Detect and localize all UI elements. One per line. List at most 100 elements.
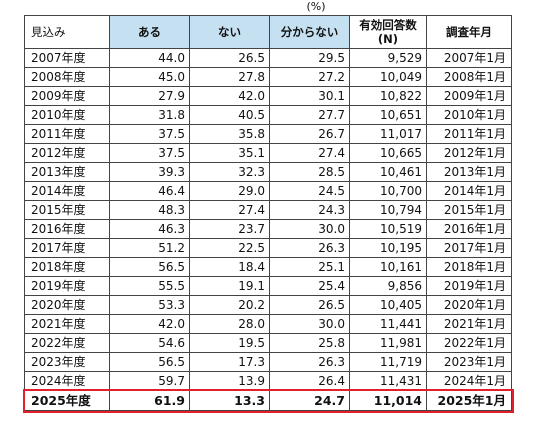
no-cell: 42.0: [189, 86, 270, 106]
survey-date-cell: 2019年1月: [426, 276, 512, 296]
yes-cell: 46.4: [109, 181, 190, 201]
survey-date-cell: 2018年1月: [426, 257, 512, 277]
responses-cell: 11,441: [349, 314, 427, 334]
yes-cell: 45.0: [109, 67, 190, 87]
yes-cell: 46.3: [109, 219, 190, 239]
data-table: 見込み ある ない 分からない 有効回答数 (N) 調査年月 2007年度 44.0 26.5 2…: [24, 15, 512, 411]
no-cell: 26.5: [189, 48, 270, 68]
table-row: 2024年度 59.7 13.9 26.4 11,431 2024年1月: [24, 371, 512, 391]
responses-cell: 10,794: [349, 200, 427, 220]
unknown-cell: 26.3: [269, 238, 350, 258]
table-row: 2022年度 54.6 19.5 25.8 11,981 2022年1月: [24, 333, 512, 353]
header-survey-date: 調査年月: [426, 15, 512, 49]
survey-date-cell: 2025年1月: [426, 390, 512, 411]
year-cell: 2014年度: [24, 181, 110, 201]
responses-cell: 11,981: [349, 333, 427, 353]
unknown-cell: 26.5: [269, 295, 350, 315]
yes-cell: 61.9: [109, 390, 190, 411]
year-cell: 2023年度: [24, 352, 110, 372]
unknown-cell: 30.0: [269, 314, 350, 334]
header-no: ない: [189, 15, 270, 49]
survey-date-cell: 2009年1月: [426, 86, 512, 106]
table-row: 2023年度 56.5 17.3 26.3 11,719 2023年1月: [24, 352, 512, 372]
year-cell: 2013年度: [24, 162, 110, 182]
yes-cell: 42.0: [109, 314, 190, 334]
table-row: 2013年度 39.3 32.3 28.5 10,461 2013年1月: [24, 162, 512, 182]
no-cell: 27.8: [189, 67, 270, 87]
table-row: 2007年度 44.0 26.5 29.5 9,529 2007年1月: [24, 48, 512, 68]
year-cell: 2012年度: [24, 143, 110, 163]
responses-cell: 9,529: [349, 48, 427, 68]
table-row: 2016年度 46.3 23.7 30.0 10,519 2016年1月: [24, 219, 512, 239]
header-row: 見込み ある ない 分からない 有効回答数 (N) 調査年月: [24, 15, 512, 49]
unknown-cell: 29.5: [269, 48, 350, 68]
responses-cell: 11,719: [349, 352, 427, 372]
table-row: 2009年度 27.9 42.0 30.1 10,822 2009年1月: [24, 86, 512, 106]
survey-date-cell: 2024年1月: [426, 371, 512, 391]
yes-cell: 54.6: [109, 333, 190, 353]
no-cell: 32.3: [189, 162, 270, 182]
unit-label: (%): [306, 0, 326, 13]
survey-date-cell: 2017年1月: [426, 238, 512, 258]
table-body: 2007年度 44.0 26.5 29.5 9,529 2007年1月 2008年度 45.0…: [24, 48, 512, 411]
year-cell: 2016年度: [24, 219, 110, 239]
survey-date-cell: 2015年1月: [426, 200, 512, 220]
unknown-cell: 27.2: [269, 67, 350, 87]
yes-cell: 31.8: [109, 105, 190, 125]
table-row: 2011年度 37.5 35.8 26.7 11,017 2011年1月: [24, 124, 512, 144]
survey-date-cell: 2012年1月: [426, 143, 512, 163]
table-row: 2010年度 31.8 40.5 27.7 10,651 2010年1月: [24, 105, 512, 125]
year-cell: 2022年度: [24, 333, 110, 353]
survey-date-cell: 2022年1月: [426, 333, 512, 353]
no-cell: 40.5: [189, 105, 270, 125]
no-cell: 23.7: [189, 219, 270, 239]
no-cell: 28.0: [189, 314, 270, 334]
year-cell: 2015年度: [24, 200, 110, 220]
unknown-cell: 24.5: [269, 181, 350, 201]
table-row: 2019年度 55.5 19.1 25.4 9,856 2019年1月: [24, 276, 512, 296]
data-table-container: 見込み ある ない 分からない 有効回答数 (N) 調査年月 2007年度 44.0 26.5 2…: [24, 15, 512, 411]
unknown-cell: 25.1: [269, 257, 350, 277]
unknown-cell: 26.4: [269, 371, 350, 391]
year-cell: 2017年度: [24, 238, 110, 258]
survey-date-cell: 2020年1月: [426, 295, 512, 315]
no-cell: 35.8: [189, 124, 270, 144]
responses-cell: 11,017: [349, 124, 427, 144]
table-row: 2017年度 51.2 22.5 26.3 10,195 2017年1月: [24, 238, 512, 258]
table-row: 2015年度 48.3 27.4 24.3 10,794 2015年1月: [24, 200, 512, 220]
yes-cell: 39.3: [109, 162, 190, 182]
yes-cell: 56.5: [109, 352, 190, 372]
year-cell: 2008年度: [24, 67, 110, 87]
table-row: 2020年度 53.3 20.2 26.5 10,405 2020年1月: [24, 295, 512, 315]
yes-cell: 53.3: [109, 295, 190, 315]
table-row: 2025年度 61.9 13.3 24.7 11,014 2025年1月: [24, 390, 512, 411]
yes-cell: 48.3: [109, 200, 190, 220]
table-row: 2012年度 37.5 35.1 27.4 10,665 2012年1月: [24, 143, 512, 163]
unknown-cell: 27.4: [269, 143, 350, 163]
yes-cell: 59.7: [109, 371, 190, 391]
no-cell: 17.3: [189, 352, 270, 372]
year-cell: 2018年度: [24, 257, 110, 277]
year-cell: 2025年度: [24, 390, 110, 411]
unknown-cell: 26.7: [269, 124, 350, 144]
responses-cell: 10,651: [349, 105, 427, 125]
responses-cell: 10,822: [349, 86, 427, 106]
year-cell: 2019年度: [24, 276, 110, 296]
table-row: 2008年度 45.0 27.8 27.2 10,049 2008年1月: [24, 67, 512, 87]
survey-date-cell: 2011年1月: [426, 124, 512, 144]
responses-cell: 10,161: [349, 257, 427, 277]
year-cell: 2009年度: [24, 86, 110, 106]
unknown-cell: 25.4: [269, 276, 350, 296]
responses-cell: 9,856: [349, 276, 427, 296]
year-cell: 2010年度: [24, 105, 110, 125]
header-unknown: 分からない: [269, 15, 350, 49]
unknown-cell: 24.3: [269, 200, 350, 220]
no-cell: 18.4: [189, 257, 270, 277]
yes-cell: 55.5: [109, 276, 190, 296]
header-outlook: 見込み: [24, 15, 110, 49]
survey-date-cell: 2023年1月: [426, 352, 512, 372]
no-cell: 13.9: [189, 371, 270, 391]
header-valid-responses: 有効回答数 (N): [349, 15, 427, 49]
no-cell: 27.4: [189, 200, 270, 220]
year-cell: 2024年度: [24, 371, 110, 391]
